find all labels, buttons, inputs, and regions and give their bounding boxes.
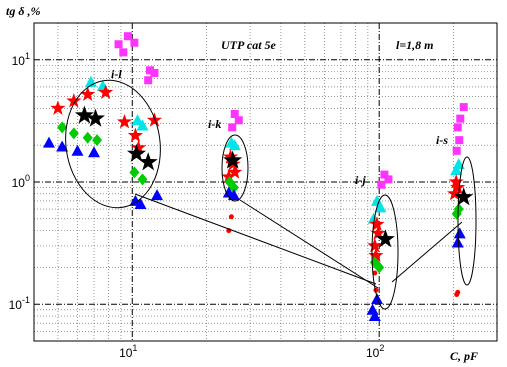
plot-frame [33,22,498,342]
point-blue-triangle [151,189,164,201]
point-red-star [146,112,163,127]
point-green-diamond [137,173,148,186]
point-red-star [50,100,66,115]
point-black-star [74,105,94,124]
point-black-star [454,187,474,206]
point-cyan-triangle [228,139,241,151]
point-magenta-square [384,175,393,184]
point-magenta-square [453,123,462,132]
point-black-star [138,152,158,171]
point-red-star [127,127,143,142]
point-black-star [86,108,105,127]
point-green-diamond [129,166,140,179]
point-red-dot [372,270,378,276]
y-tick-label: 101 [12,51,30,68]
point-red-dot [455,289,461,295]
point-magenta-square [380,170,389,179]
group-ellipses [65,79,477,310]
point-green-diamond [451,207,462,220]
point-red-star [369,216,385,231]
ellipse-i-j [371,194,399,310]
group-label-i-s: i-s [436,133,448,147]
ellipse-i-l [65,79,161,209]
point-green-diamond [228,181,239,194]
point-magenta-square [377,180,386,189]
x-tick-label: 101 [119,343,137,360]
connector-il-ij [134,193,377,285]
point-magenta-square [123,32,132,41]
point-magenta-square [455,136,464,145]
point-green-diamond [82,131,93,144]
point-magenta-square [456,114,465,123]
point-red-star [227,164,243,179]
point-blue-triangle [134,198,147,210]
annotation-cable: UTP cat 5e [221,38,277,52]
connector-is-ij [391,221,463,283]
y-axis-label: tg δ ,% [6,4,40,18]
point-red-dot [228,214,234,220]
point-red-star [222,149,239,164]
point-green-diamond [57,121,68,134]
point-red-star [98,84,114,99]
point-red-star [367,237,383,253]
point-red-star [66,93,82,108]
point-black-star [127,143,146,162]
connector-lines [134,193,463,289]
grid-major [34,23,497,341]
point-magenta-square [146,66,155,75]
point-black-star [223,150,243,169]
point-blue-triangle [366,303,379,315]
point-magenta-square [150,68,159,77]
point-green-diamond [92,134,103,147]
point-blue-triangle [88,146,101,158]
point-blue-triangle [451,236,464,248]
point-blue-triangle [368,310,381,322]
point-cyan-triangle [131,114,144,126]
point-magenta-square [459,103,468,112]
tick-labels: 101 102 101 100 10-1 [9,51,385,360]
point-cyan-triangle [450,164,463,176]
point-red-star [447,185,463,201]
point-magenta-square [119,48,128,57]
point-green-diamond [68,127,79,140]
connector-ik-ij [239,199,379,289]
point-magenta-square [230,110,239,119]
group-label-i-k: i-k [208,117,221,131]
point-magenta-square [452,146,461,155]
group-label-i-l: i-l [111,67,122,81]
x-axis-label: C, pF [450,349,478,363]
ellipse-i-k [221,134,249,202]
point-red-star [116,114,133,129]
point-red-star [448,174,464,189]
annotation-length: l=1,8 m [396,38,434,52]
point-blue-triangle [227,189,240,201]
point-blue-triangle [453,227,466,239]
y-tick-label: 10-1 [9,295,30,312]
point-cyan-triangle [136,119,149,131]
point-red-star [130,139,147,155]
x-tick-label: 102 [366,343,384,360]
point-magenta-square [228,123,237,132]
point-cyan-triangle [374,201,387,213]
point-magenta-square [114,40,123,49]
point-magenta-square [234,116,243,125]
ellipse-i-s [457,156,477,286]
point-red-star [80,86,96,101]
point-red-star [368,247,384,263]
point-blue-triangle [71,144,84,156]
data-markers [42,32,474,322]
point-red-star [370,225,386,240]
point-magenta-square [144,76,153,85]
point-magenta-square [130,38,139,47]
point-red-star [450,179,466,195]
point-black-star [375,229,395,248]
point-green-diamond [374,261,385,274]
y-tick-label: 100 [12,173,30,190]
point-red-star [221,168,237,184]
point-blue-triangle [56,140,69,152]
group-label-i-j: i-j [355,173,366,187]
point-blue-triangle [42,136,55,148]
